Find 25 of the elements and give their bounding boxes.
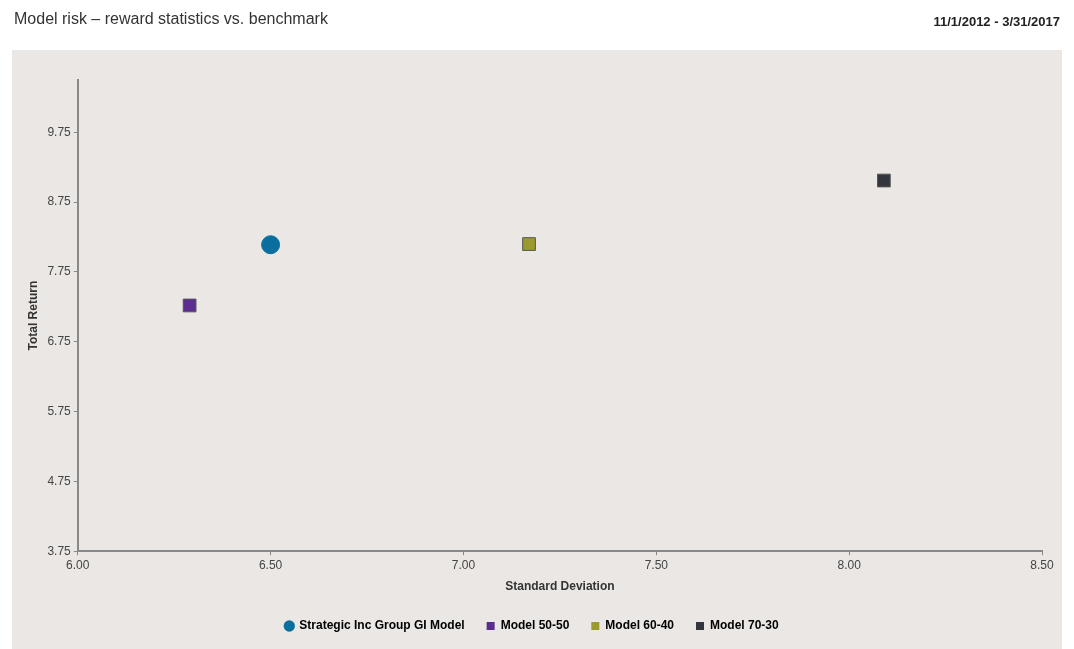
x-tick-label: 8.50 xyxy=(1030,557,1054,572)
point xyxy=(182,298,197,313)
point xyxy=(261,235,281,255)
x-tick-label: 8.00 xyxy=(837,557,862,572)
y-tick-label: 6.75 xyxy=(47,334,72,349)
chart-title: Model risk – reward statistics vs. benchmark xyxy=(14,10,328,28)
y-tick-label: 7.75 xyxy=(47,264,72,279)
y-axis-title: Total Return xyxy=(25,280,40,351)
y-tick-label: 8.75 xyxy=(47,194,72,209)
x-axis-title: Standard Deviation xyxy=(505,579,615,594)
chart-subtitle: 11/1/2012 - 3/31/2017 xyxy=(933,14,1060,29)
legend-label: Model 60-40 xyxy=(605,618,675,633)
y-tick-label: 5.75 xyxy=(47,403,72,418)
x-tick-label: 7.00 xyxy=(451,557,476,572)
x-tick-label: 6.00 xyxy=(66,557,90,572)
x-tick-label: 6.50 xyxy=(258,557,283,572)
legend-label: Model 50-50 xyxy=(500,618,570,633)
y-tick-label: 9.75 xyxy=(47,124,72,139)
point xyxy=(877,173,891,188)
y-tick-label: 3.75 xyxy=(47,543,72,558)
x-tick-label: 7.50 xyxy=(644,557,669,572)
legend-label: Strategic Inc Group GI Model xyxy=(299,618,465,633)
y-tick-label: 4.75 xyxy=(47,473,72,488)
point xyxy=(522,237,536,251)
legend-label: Model 70-30 xyxy=(710,618,780,633)
